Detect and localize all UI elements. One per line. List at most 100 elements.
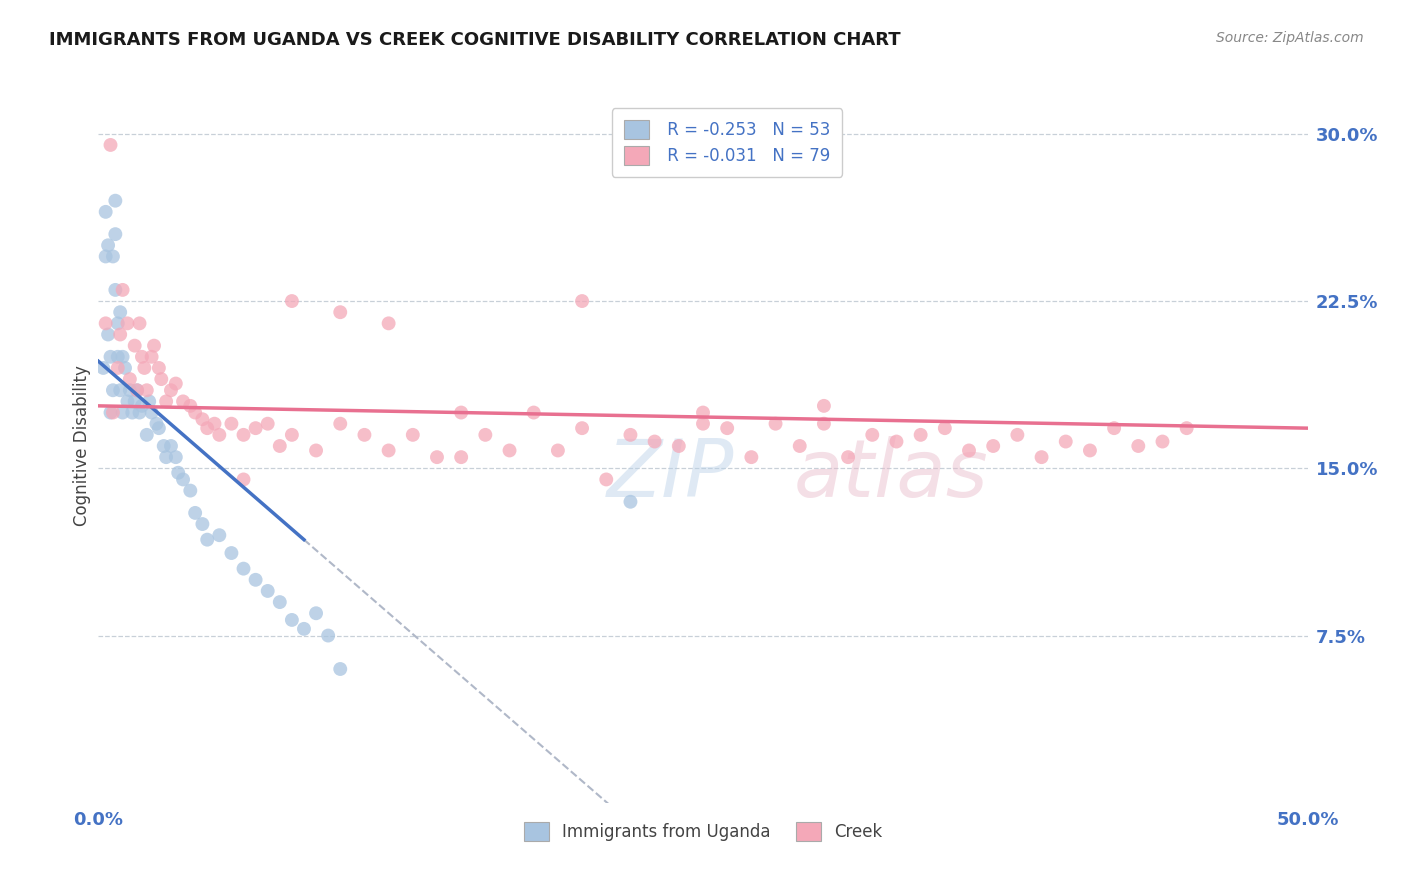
Point (353, 427, 375, 442)
Point (1128, 439, 1150, 453)
Point (316, 628, 339, 642)
Point (619, 427, 641, 442)
Point (232, 473, 254, 487)
Point (474, 427, 496, 442)
Point (117, 394, 139, 409)
Point (450, 405, 472, 419)
Point (131, 399, 153, 413)
Point (886, 434, 908, 449)
Point (789, 439, 811, 453)
Point (402, 427, 425, 442)
Point (179, 399, 201, 413)
Point (152, 439, 174, 453)
Point (740, 450, 762, 464)
Point (232, 562, 254, 576)
Point (100, 137, 122, 152)
Point (619, 494, 641, 508)
Point (281, 427, 304, 442)
Point (1031, 450, 1053, 464)
Point (104, 194, 127, 208)
Point (450, 450, 472, 464)
Point (1078, 443, 1101, 458)
Point (94, 204, 117, 219)
Point (208, 427, 231, 442)
Point (155, 450, 177, 464)
Point (121, 405, 143, 419)
Point (269, 595, 291, 609)
Text: atlas: atlas (793, 435, 988, 514)
Point (141, 350, 163, 364)
Point (195, 533, 218, 547)
Point (134, 360, 156, 375)
Point (571, 293, 593, 308)
Point (813, 399, 835, 413)
Point (547, 443, 569, 458)
Point (145, 417, 167, 431)
Point (191, 516, 214, 531)
Point (108, 327, 131, 342)
Point (101, 405, 124, 419)
Text: Source: ZipAtlas.com: Source: ZipAtlas.com (1216, 31, 1364, 45)
Point (179, 483, 201, 498)
Point (692, 417, 714, 431)
Point (232, 427, 254, 442)
Point (160, 439, 183, 453)
Point (184, 405, 207, 419)
Point (135, 427, 157, 442)
Point (128, 405, 150, 419)
Point (184, 506, 207, 520)
Point (107, 350, 129, 364)
Point (329, 417, 352, 431)
Y-axis label: Cognitive Disability: Cognitive Disability (73, 366, 91, 526)
Point (981, 439, 1004, 453)
Point (107, 316, 129, 330)
Point (765, 417, 787, 431)
Point (118, 384, 141, 398)
Point (138, 394, 160, 409)
Point (191, 412, 214, 426)
Point (377, 316, 399, 330)
Legend: Immigrants from Uganda, Creek: Immigrants from Uganda, Creek (517, 815, 889, 848)
Point (195, 421, 218, 435)
Point (160, 384, 183, 398)
Point (131, 350, 153, 364)
Point (117, 316, 139, 330)
Point (329, 662, 352, 676)
Point (127, 384, 149, 398)
Point (165, 376, 187, 391)
Point (1175, 421, 1198, 435)
Point (128, 316, 150, 330)
Point (1054, 434, 1077, 449)
Point (114, 360, 136, 375)
Point (111, 283, 134, 297)
Point (595, 473, 617, 487)
Point (108, 384, 131, 398)
Point (245, 421, 267, 435)
Point (107, 360, 129, 375)
Point (221, 417, 243, 431)
Point (143, 338, 166, 352)
Point (716, 421, 738, 435)
Point (571, 421, 593, 435)
Text: IMMIGRANTS FROM UGANDA VS CREEK COGNITIVE DISABILITY CORRELATION CHART: IMMIGRANTS FROM UGANDA VS CREEK COGNITIV… (49, 31, 901, 49)
Point (934, 421, 956, 435)
Point (1102, 421, 1125, 435)
Point (150, 372, 173, 386)
Point (910, 427, 932, 442)
Point (104, 283, 127, 297)
Point (377, 443, 399, 458)
Point (860, 427, 883, 442)
Point (305, 607, 328, 621)
Point (100, 350, 122, 364)
Point (523, 405, 546, 419)
Point (281, 293, 304, 308)
Point (498, 443, 520, 458)
Point (668, 439, 690, 453)
Text: ZIP: ZIP (606, 435, 734, 514)
Point (957, 443, 980, 458)
Point (172, 473, 194, 487)
Point (221, 546, 243, 560)
Point (644, 434, 666, 449)
Point (111, 405, 134, 419)
Point (101, 249, 124, 264)
